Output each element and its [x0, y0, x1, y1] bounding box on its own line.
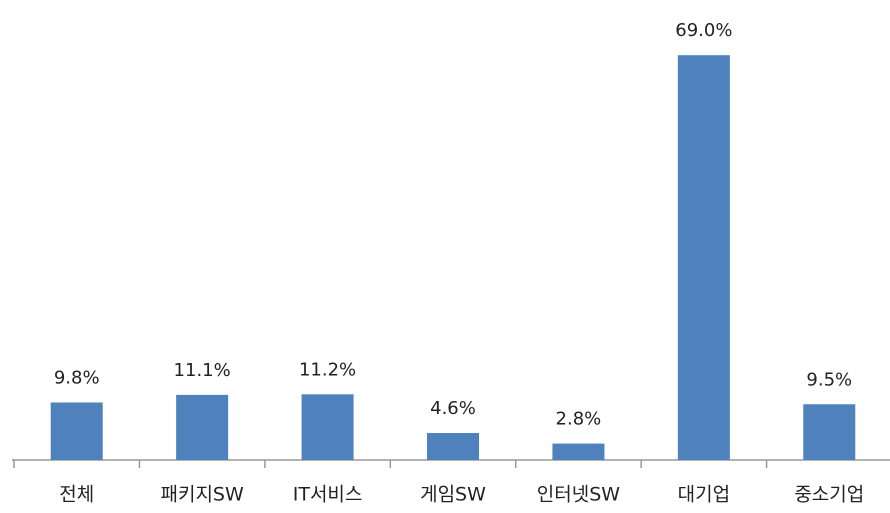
value-label: 4.6%: [430, 398, 476, 419]
bar: [50, 402, 103, 460]
bar: [677, 55, 730, 460]
bar: [427, 433, 479, 460]
value-label: 69.0%: [675, 20, 732, 41]
x-tick-label: IT서비스: [293, 484, 363, 506]
bar: [176, 394, 229, 460]
value-label: 9.5%: [806, 369, 852, 390]
x-tick-label: 패키지SW: [160, 484, 244, 506]
value-label: 2.8%: [556, 409, 602, 430]
x-tick-label: 전체: [59, 484, 94, 506]
x-tick-label: 인터넷SW: [537, 484, 621, 506]
bar: [803, 404, 856, 460]
bar: [301, 394, 354, 460]
bar: [552, 443, 605, 460]
value-label: 11.1%: [174, 360, 231, 381]
value-label: 11.2%: [299, 359, 356, 380]
value-label: 9.8%: [54, 368, 100, 389]
x-tick-label: 대기업: [678, 484, 730, 506]
x-tick-label: 중소기업: [794, 484, 864, 506]
x-tick-label: 게임SW: [420, 484, 486, 506]
